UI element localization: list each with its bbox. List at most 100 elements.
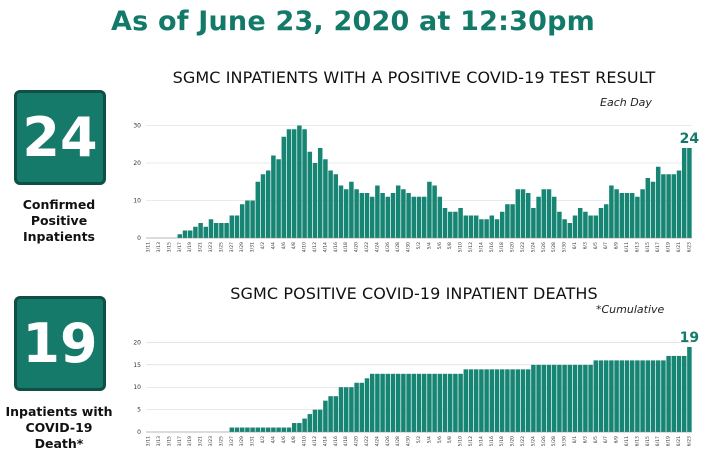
deaths-bar bbox=[489, 369, 495, 432]
deaths-bar bbox=[364, 378, 370, 432]
inpatients-bar bbox=[640, 189, 645, 238]
inpatients-bar bbox=[193, 226, 198, 238]
deaths-bar bbox=[432, 373, 437, 432]
deaths-bar bbox=[577, 364, 583, 432]
deaths-bar bbox=[635, 360, 640, 432]
inpatients-bar bbox=[234, 215, 240, 238]
stat-label-line: Death* bbox=[34, 436, 84, 451]
deaths-bar bbox=[406, 373, 411, 432]
inpatients-x-tick-label: 3/19 bbox=[187, 242, 193, 252]
deaths-bar bbox=[338, 387, 344, 432]
inpatients-bar bbox=[681, 148, 687, 238]
deaths-x-tick-label: 5/18 bbox=[499, 436, 505, 446]
deaths-bar bbox=[328, 396, 333, 432]
deaths-x-tick-label: 3/13 bbox=[156, 436, 162, 446]
inpatients-x-tick-label: 6/9 bbox=[614, 242, 620, 249]
deaths-x-tick-label: 4/28 bbox=[395, 436, 401, 446]
deaths-bar bbox=[541, 364, 547, 432]
deaths-chart-note: *Cumulative bbox=[596, 303, 665, 316]
inpatients-bar bbox=[213, 223, 219, 238]
deaths-bar bbox=[291, 423, 297, 432]
deaths-bar bbox=[447, 373, 453, 432]
deaths-bar bbox=[245, 427, 250, 432]
inpatients-x-tick-label: 6/5 bbox=[593, 242, 599, 249]
inpatients-x-tick-label: 6/19 bbox=[666, 242, 672, 252]
page-title: As of June 23, 2020 at 12:30pm bbox=[111, 6, 595, 37]
deaths-x-tick-label: 5/2 bbox=[416, 436, 422, 443]
confirmed-positive-count-box: 24 bbox=[14, 90, 106, 185]
inpatients-bar bbox=[245, 200, 250, 238]
inpatients-x-tick-label: 4/12 bbox=[312, 242, 318, 252]
deaths-bar bbox=[505, 369, 510, 432]
inpatients-x-tick-label: 5/24 bbox=[530, 242, 536, 252]
inpatients-x-tick-label: 4/26 bbox=[385, 242, 391, 252]
deaths-bar bbox=[427, 373, 432, 432]
deaths-chart-title: SGMC POSITIVE COVID-19 INPATIENT DEATHS bbox=[230, 284, 598, 303]
inpatients-bar bbox=[291, 129, 297, 238]
deaths-x-tick-label: 5/10 bbox=[458, 436, 464, 446]
stat-label-line: Confirmed bbox=[22, 197, 96, 212]
inpatients-x-tick-label: 6/23 bbox=[686, 242, 692, 252]
deaths-x-tick-label: 4/4 bbox=[270, 436, 276, 443]
deaths-bar bbox=[385, 373, 391, 432]
deaths-bar bbox=[380, 373, 385, 432]
deaths-x-tick-label: 5/14 bbox=[478, 436, 484, 446]
inpatients-bar bbox=[312, 163, 318, 238]
deaths-bar bbox=[583, 364, 588, 432]
inpatients-x-tick-label: 5/18 bbox=[499, 242, 505, 252]
covid-death-label: Inpatients with COVID-19 Death* bbox=[0, 404, 118, 452]
deaths-bar bbox=[562, 364, 567, 432]
deaths-x-tick-label: 4/26 bbox=[385, 436, 391, 446]
inpatients-x-tick-label: 3/11 bbox=[146, 242, 152, 252]
inpatients-bar bbox=[182, 230, 188, 238]
inpatients-bar bbox=[458, 208, 463, 238]
inpatients-bar bbox=[317, 148, 323, 238]
deaths-bar bbox=[619, 360, 625, 432]
deaths-x-tick-label: 4/14 bbox=[322, 436, 328, 446]
inpatients-bar bbox=[619, 193, 625, 238]
inpatients-x-tick-label: 4/28 bbox=[395, 242, 401, 252]
inpatients-bar bbox=[520, 189, 526, 238]
deaths-bar bbox=[484, 369, 489, 432]
inpatients-x-tick-label: 5/4 bbox=[426, 242, 432, 249]
inpatients-bar bbox=[484, 219, 489, 238]
deaths-bar bbox=[369, 373, 375, 432]
inpatients-x-tick-label: 5/16 bbox=[489, 242, 495, 252]
deaths-x-tick-label: 5/24 bbox=[530, 436, 536, 446]
deaths-bar bbox=[655, 360, 661, 432]
deaths-x-tick-label: 6/23 bbox=[686, 436, 692, 446]
deaths-x-tick-label: 3/29 bbox=[239, 436, 245, 446]
inpatients-bar bbox=[395, 185, 401, 238]
deaths-bar bbox=[416, 373, 422, 432]
inpatients-bar bbox=[489, 215, 495, 238]
deaths-end-value-label: 19 bbox=[680, 330, 699, 346]
deaths-bar bbox=[614, 360, 619, 432]
inpatients-x-tick-label: 3/27 bbox=[229, 242, 235, 252]
deaths-x-tick-label: 6/15 bbox=[645, 436, 651, 446]
inpatients-bar bbox=[276, 159, 281, 238]
inpatients-x-tick-label: 6/17 bbox=[655, 242, 661, 252]
deaths-bar bbox=[437, 373, 443, 432]
inpatients-bar bbox=[536, 196, 541, 238]
stat-label-line: Positive bbox=[30, 213, 88, 228]
inpatients-bar bbox=[260, 174, 266, 238]
inpatients-x-tick-label: 6/1 bbox=[572, 242, 578, 249]
deaths-bar bbox=[307, 414, 313, 432]
confirmed-positive-label: Confirmed Positive Inpatients bbox=[0, 197, 118, 245]
deaths-x-tick-label: 6/3 bbox=[582, 436, 588, 443]
deaths-x-tick-label: 5/16 bbox=[489, 436, 495, 446]
inpatients-bar bbox=[187, 230, 193, 238]
inpatients-bar bbox=[271, 155, 276, 238]
inpatients-bar bbox=[453, 211, 458, 238]
inpatients-x-tick-label: 4/6 bbox=[281, 242, 287, 249]
stat-label-line: Inpatients bbox=[23, 229, 95, 244]
inpatients-x-tick-label: 6/21 bbox=[676, 242, 682, 252]
deaths-bar bbox=[603, 360, 609, 432]
inpatients-bar bbox=[505, 204, 510, 238]
inpatients-bar bbox=[307, 151, 313, 238]
deaths-x-tick-label: 6/11 bbox=[624, 436, 630, 446]
deaths-bar bbox=[468, 369, 474, 432]
inpatients-x-tick-label: 5/14 bbox=[478, 242, 484, 252]
deaths-y-tick-label: 20 bbox=[133, 339, 141, 346]
deaths-bar bbox=[411, 373, 417, 432]
